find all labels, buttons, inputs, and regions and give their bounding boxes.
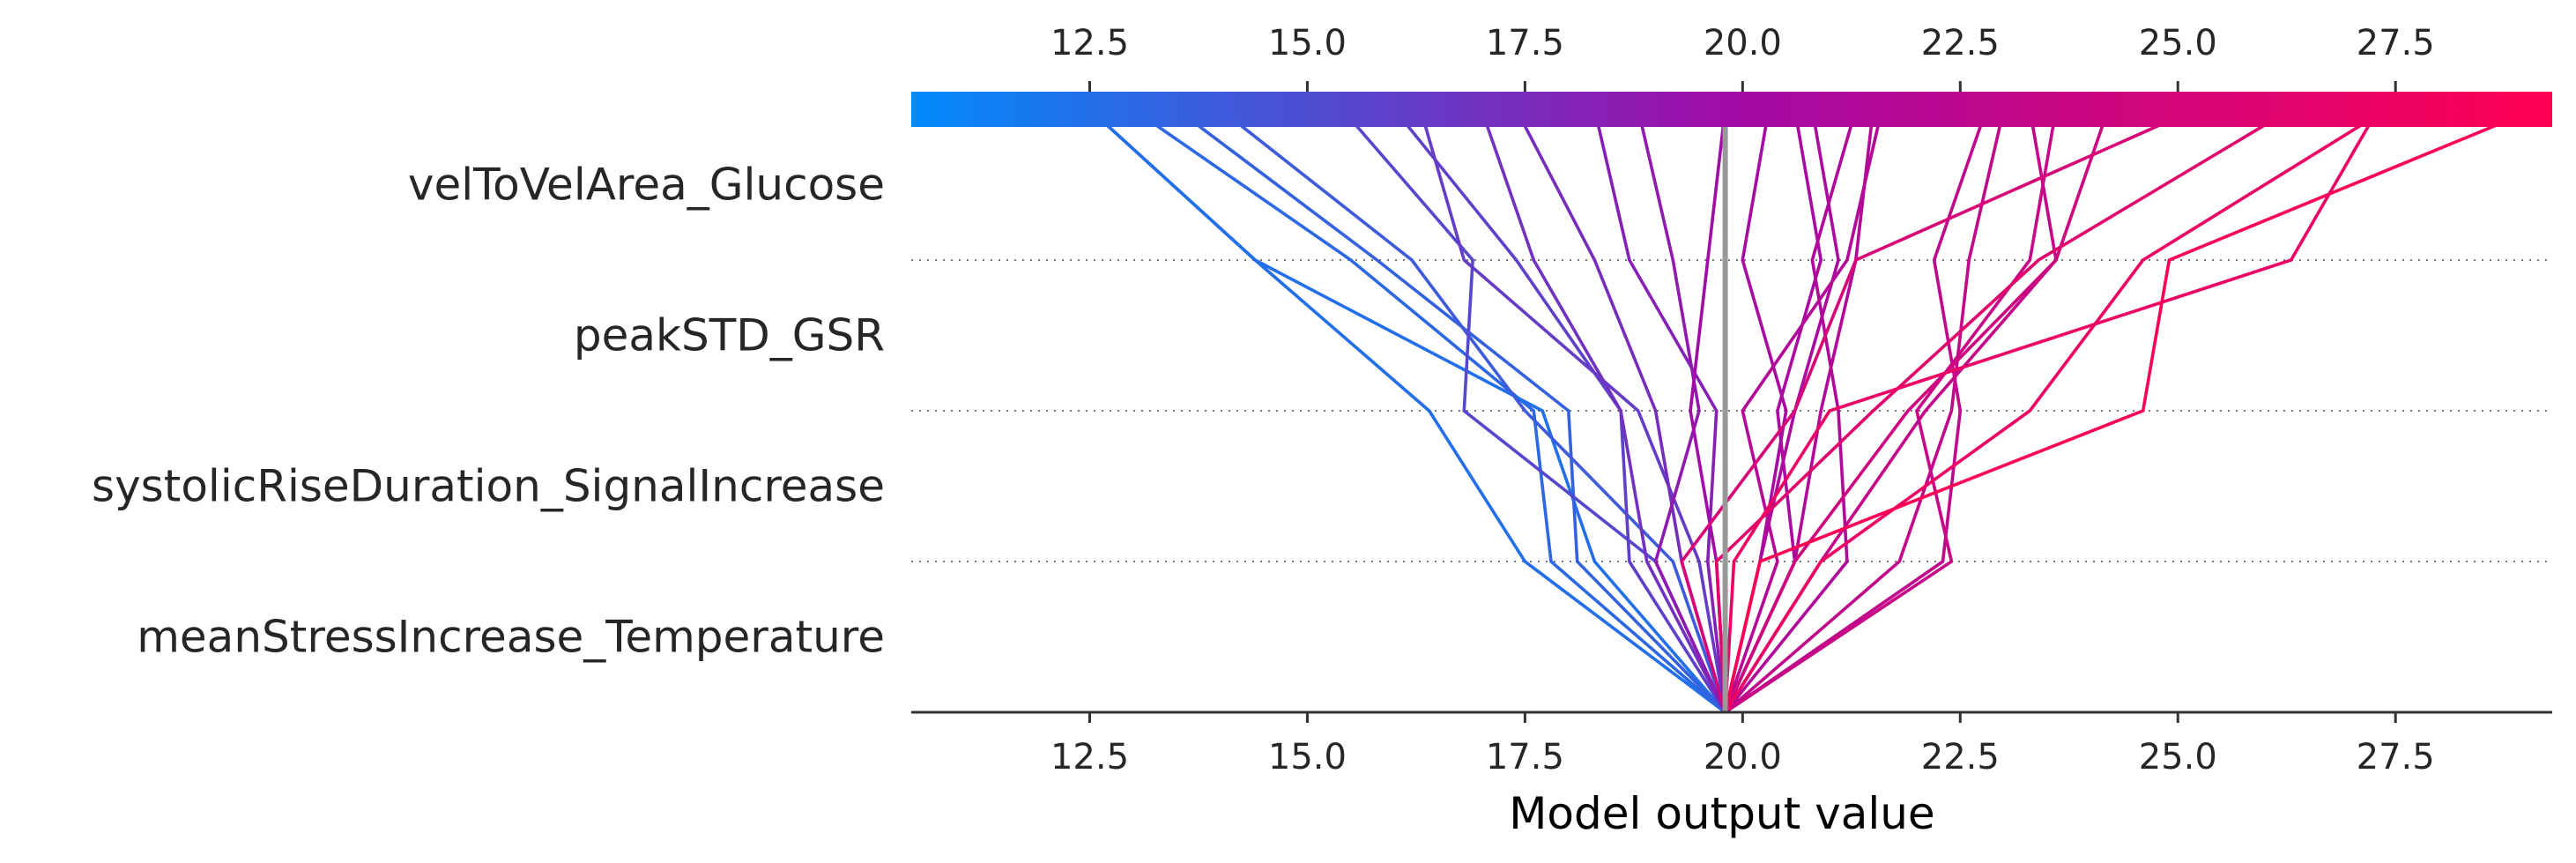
x-tick-label-top: 25.0 xyxy=(2139,23,2217,63)
decision-line xyxy=(1419,108,1727,713)
decision-line xyxy=(1723,108,2110,713)
x-tick-label-top: 17.5 xyxy=(1486,23,1564,63)
x-tick-label-bottom: 17.5 xyxy=(1486,737,1564,777)
decision-line xyxy=(1723,108,2379,713)
colorbar xyxy=(911,92,2552,127)
decision-line xyxy=(1724,108,2058,714)
feature-label: velToVelArea_Glucose xyxy=(408,160,885,211)
decision-line xyxy=(1592,108,1727,713)
decision-line xyxy=(1088,108,1726,714)
x-tick-label-bottom: 12.5 xyxy=(1050,737,1129,777)
decision-line xyxy=(1724,108,2388,713)
decision-line xyxy=(1723,108,2535,713)
decision-line xyxy=(1088,108,1726,714)
decision-line xyxy=(1176,108,1726,714)
x-axis-title: Model output value xyxy=(1509,788,1934,839)
x-tick-label-top: 15.0 xyxy=(1268,23,1347,63)
decision-line xyxy=(1219,108,1727,713)
x-tick-label-top: 12.5 xyxy=(1050,23,1129,63)
decision-line xyxy=(1680,108,2196,713)
feature-label: systolicRiseDuration_SignalIncrease xyxy=(92,461,885,512)
feature-label: peakSTD_GSR xyxy=(574,310,885,361)
x-tick-label-bottom: 22.5 xyxy=(1921,737,2000,777)
decision-line xyxy=(1132,108,1726,714)
decision-line xyxy=(1723,108,1823,713)
x-tick-label-bottom: 27.5 xyxy=(2357,737,2435,777)
x-tick-label-top: 20.0 xyxy=(1704,23,1782,63)
decision-line xyxy=(1724,108,1988,714)
x-tick-label-top: 27.5 xyxy=(2357,23,2435,63)
x-tick-label-bottom: 20.0 xyxy=(1704,737,1782,777)
decision-line xyxy=(1724,108,2006,714)
decision-line xyxy=(1480,108,1727,713)
decision-line xyxy=(1723,108,1884,713)
decision-line xyxy=(1724,108,1858,714)
decision-line xyxy=(1714,108,2292,713)
x-tick-label-bottom: 25.0 xyxy=(2139,737,2217,777)
feature-label: meanStressIncrease_Temperature xyxy=(137,612,885,663)
x-tick-label-top: 22.5 xyxy=(1921,23,2000,63)
decision-line xyxy=(1637,108,1727,713)
x-tick-label-bottom: 15.0 xyxy=(1268,737,1347,777)
